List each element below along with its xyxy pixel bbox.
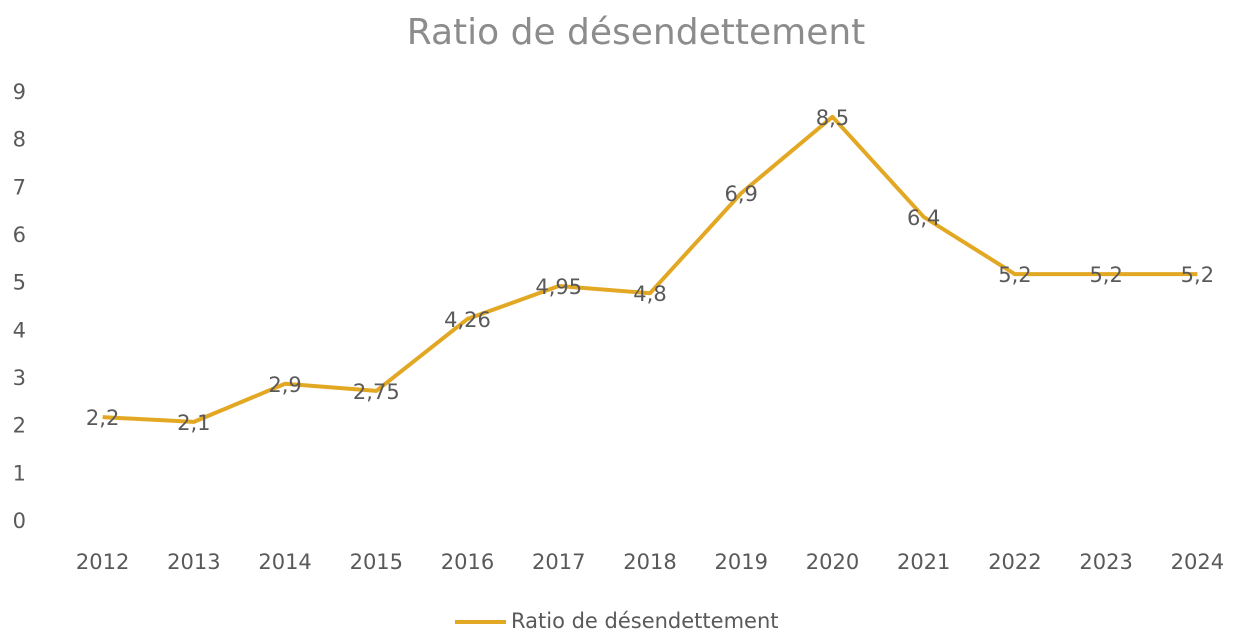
x-tick-label: 2013 [167, 550, 220, 574]
data-label: 4,95 [535, 275, 582, 299]
y-tick-label: 4 [13, 318, 26, 342]
data-label: 5,2 [1089, 263, 1122, 287]
y-tick-label: 2 [13, 414, 26, 438]
x-tick-label: 2023 [1079, 550, 1132, 574]
data-label: 2,9 [268, 373, 301, 397]
data-label: 2,1 [177, 411, 210, 435]
x-tick-label: 2019 [715, 550, 768, 574]
y-tick-label: 0 [13, 509, 26, 533]
series-line [102, 114, 1198, 424]
data-label: 2,75 [353, 380, 400, 404]
x-tick-label: 2017 [532, 550, 585, 574]
data-label: 4,8 [633, 282, 666, 306]
x-tick-label: 2022 [988, 550, 1041, 574]
y-tick-label: 1 [13, 461, 26, 485]
y-tick-label: 8 [13, 128, 26, 152]
data-label: 8,5 [816, 106, 849, 130]
x-tick-label: 2014 [258, 550, 311, 574]
y-tick-label: 6 [13, 223, 26, 247]
x-tick-label: 2024 [1171, 550, 1224, 574]
data-label: 4,26 [444, 308, 491, 332]
y-tick-label: 3 [13, 366, 26, 390]
x-tick-label: 2020 [806, 550, 859, 574]
x-tick-label: 2016 [441, 550, 494, 574]
y-tick-label: 5 [13, 271, 26, 295]
data-label: 5,2 [998, 263, 1031, 287]
x-tick-label: 2018 [623, 550, 676, 574]
x-tick-label: 2012 [76, 550, 129, 574]
y-tick-label: 7 [13, 175, 26, 199]
legend-label: Ratio de désendettement [511, 609, 779, 633]
y-tick-label: 9 [13, 80, 26, 104]
data-label: 5,2 [1181, 263, 1214, 287]
data-label: 6,4 [907, 206, 940, 230]
x-tick-label: 2021 [897, 550, 950, 574]
data-label: 6,9 [725, 182, 758, 206]
x-tick-label: 2015 [350, 550, 403, 574]
data-label: 2,2 [86, 406, 119, 430]
chart-title: Ratio de désendettement [407, 12, 866, 53]
